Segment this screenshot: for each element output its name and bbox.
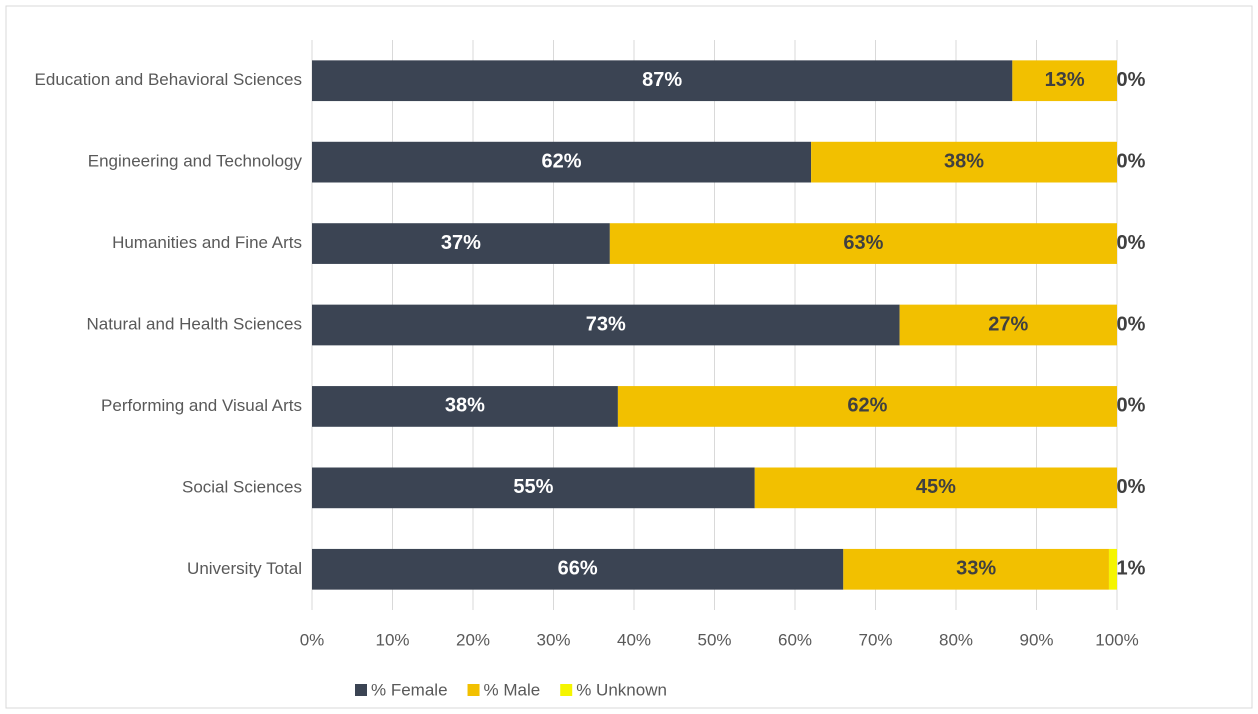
bar-segment <box>312 60 1013 102</box>
y-tick-label: Engineering and Technology <box>88 152 303 171</box>
y-tick-label: University Total <box>187 559 302 578</box>
bar-segment <box>754 467 1117 509</box>
x-tick-label: 0% <box>300 630 325 649</box>
bar-segment <box>312 223 610 264</box>
data-label: 27% <box>988 313 1028 335</box>
x-tick-label: 50% <box>697 630 731 649</box>
bar-segment <box>312 467 755 509</box>
legend-swatch <box>467 684 480 696</box>
data-label: 73% <box>586 313 626 335</box>
x-tick-label: 100% <box>1095 630 1138 649</box>
legend-label: % Male <box>484 680 541 699</box>
x-tick-label: 90% <box>1019 630 1053 649</box>
bar-segment <box>312 386 618 427</box>
x-tick-label: 30% <box>536 630 570 649</box>
data-label: 66% <box>558 558 598 580</box>
data-label: 0% <box>1117 395 1146 417</box>
data-label: 0% <box>1117 69 1146 91</box>
data-label: 0% <box>1117 150 1146 172</box>
data-label: 38% <box>445 395 485 417</box>
x-tick-label: 60% <box>778 630 812 649</box>
data-label: 87% <box>642 69 682 91</box>
data-label: 38% <box>944 150 984 172</box>
data-label: 1% <box>1117 558 1146 580</box>
bar-segment <box>1012 60 1117 102</box>
y-tick-label: Social Sciences <box>182 477 302 496</box>
bar-segment <box>312 141 812 183</box>
x-tick-label: 40% <box>617 630 651 649</box>
data-label: 0% <box>1117 313 1146 335</box>
legend-swatch <box>560 684 573 696</box>
bar-segment <box>617 386 1117 427</box>
bar-segment <box>312 304 900 346</box>
data-label: 0% <box>1117 476 1146 498</box>
data-label: 33% <box>956 558 996 580</box>
bar-segment <box>609 223 1117 264</box>
bar-segment <box>899 304 1117 346</box>
y-tick-label: Humanities and Fine Arts <box>112 233 302 252</box>
data-label: 63% <box>843 232 883 254</box>
bar-segment <box>811 141 1117 183</box>
y-tick-label: Education and Behavioral Sciences <box>35 70 302 89</box>
bar-segment <box>1108 548 1117 590</box>
data-label: 13% <box>1045 69 1085 91</box>
legend-label: % Female <box>371 680 448 699</box>
y-tick-label: Performing and Visual Arts <box>101 396 302 415</box>
data-label: 62% <box>542 150 582 172</box>
data-label: 0% <box>1117 232 1146 254</box>
x-tick-label: 70% <box>858 630 892 649</box>
bar-segment <box>312 548 844 590</box>
data-label: 45% <box>916 476 956 498</box>
x-tick-label: 80% <box>939 630 973 649</box>
chart-frame <box>5 5 1253 709</box>
y-tick-label: Natural and Health Sciences <box>87 314 302 333</box>
bar-segment <box>843 548 1109 590</box>
data-label: 37% <box>441 232 481 254</box>
data-label: 62% <box>847 395 887 417</box>
legend-swatch <box>355 684 367 696</box>
data-label: 55% <box>513 476 553 498</box>
x-tick-label: 10% <box>375 630 409 649</box>
legend-label: % Unknown <box>576 680 667 699</box>
x-tick-label: 20% <box>456 630 490 649</box>
